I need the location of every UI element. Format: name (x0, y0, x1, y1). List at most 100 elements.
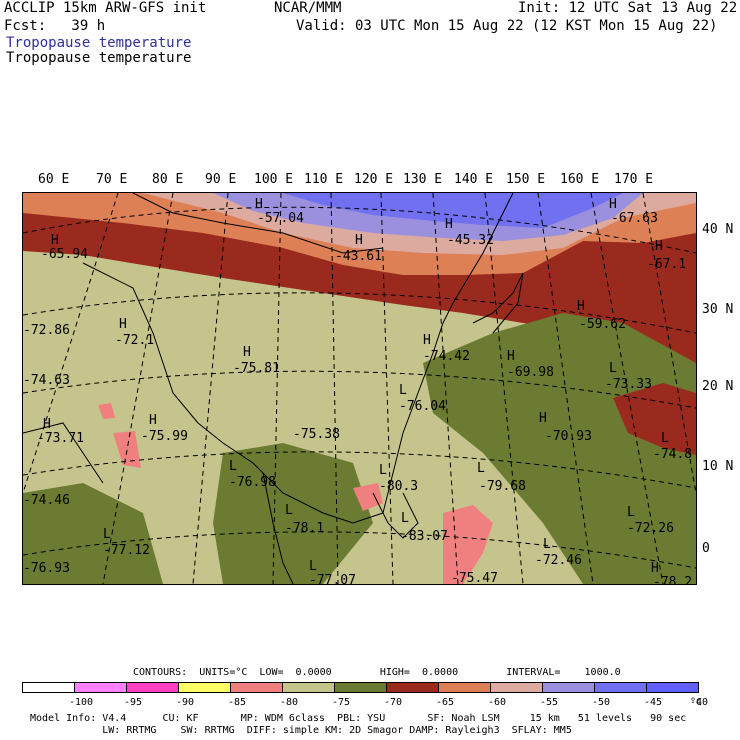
lon-label: 110 E (304, 172, 344, 187)
init-time: Init: 12 UTC Sat 13 Aug 22 (518, 0, 738, 16)
map-symbol: L (309, 559, 317, 574)
map-symbol: H (51, 233, 59, 248)
map-symbol: L (401, 511, 409, 526)
map-panel: H -65.94 H -57.04 H -43.61 H -45.32 H -6… (22, 192, 697, 585)
cold-patch (113, 431, 141, 468)
map-value: -72.26 (627, 521, 674, 536)
map-value: -59.62 (579, 317, 626, 332)
map-symbol: H (43, 417, 51, 432)
colorbar-swatch (22, 682, 75, 693)
map-symbol: H (355, 233, 363, 248)
colorbar-label: -55 (540, 697, 559, 708)
map-value: -75.38 (293, 427, 340, 442)
colorbar-swatch (490, 682, 543, 693)
map-value: -76.98 (229, 475, 276, 490)
graticule (23, 193, 696, 584)
colorbar-label: -40 (690, 697, 709, 708)
colorbar-swatch (74, 682, 127, 693)
map-symbol: H (609, 197, 617, 212)
cold-patch (353, 483, 383, 511)
map-symbol: H (655, 239, 663, 254)
field-title-2: Tropopause temperature (6, 50, 192, 66)
map-symbol: H (119, 317, 127, 332)
map-value: -45.32 (447, 233, 494, 248)
map-symbol: H (255, 197, 263, 212)
map-symbol: L (399, 383, 407, 398)
colorbar-label: -45 (644, 697, 663, 708)
warm-patch (613, 383, 696, 455)
cold-patch (443, 505, 493, 584)
map-value: -74.46 (23, 493, 70, 508)
blue-band (283, 193, 623, 228)
valid-time: Valid: 03 UTC Mon 15 Aug 22 (12 KST Mon … (296, 18, 718, 34)
map-value: -70.93 (545, 429, 592, 444)
colorbar-swatch (542, 682, 595, 693)
colorbar-label: -60 (488, 697, 507, 708)
map-value: -57.04 (257, 211, 304, 226)
lat-label: 0 (702, 541, 710, 556)
colorbar-swatch (334, 682, 387, 693)
lat-label: 20 N (702, 379, 734, 394)
map-symbol: L (543, 537, 551, 552)
lon-label: 140 E (454, 172, 494, 187)
map-symbol: L (379, 463, 387, 478)
map-value: -78.1 (285, 521, 325, 536)
map-value: -73.33 (605, 377, 652, 392)
map-symbol: H (149, 413, 157, 428)
lon-label: 70 E (96, 172, 128, 187)
contour-info: CONTOURS: UNITS=°C LOW= 0.0000 HIGH= 0.0… (133, 667, 621, 678)
colorbar-swatch (594, 682, 647, 693)
colorbar-swatch (438, 682, 491, 693)
map-symbol: H (539, 411, 547, 426)
colorbar-label: -65 (436, 697, 455, 708)
colorbar-unit: °C (690, 697, 703, 708)
model-info-line1: Model Info: V4.4 CU: KF MP: WDM 6class P… (30, 713, 687, 724)
map-value: -72.1 (115, 333, 155, 348)
map-symbol: H (577, 299, 585, 314)
olive-region (23, 483, 163, 584)
map-value: -77.07 (309, 573, 356, 585)
map-symbol: L (285, 503, 293, 518)
map-symbol: H (423, 333, 431, 348)
colorbar-label: -50 (592, 697, 611, 708)
lon-label: 80 E (152, 172, 184, 187)
map-value: -75.47 (451, 571, 498, 585)
map-value: -69.98 (507, 365, 554, 380)
lon-label: 100 E (254, 172, 294, 187)
map-value: -67.63 (611, 211, 658, 226)
lon-label: 60 E (38, 172, 70, 187)
colorbar-swatch (282, 682, 335, 693)
colorbar-swatch (230, 682, 283, 693)
cold-patch (98, 403, 115, 419)
map-symbol: L (229, 459, 237, 474)
map-symbol: L (661, 431, 669, 446)
org-label: NCAR/MMM (274, 0, 342, 16)
map-value: -76.04 (399, 399, 446, 414)
map-symbol: L (627, 505, 635, 520)
olive-region (423, 313, 696, 584)
map-value: -79.68 (479, 479, 526, 494)
olive-region (213, 443, 373, 584)
map-value: -78.2 (653, 575, 693, 585)
map-canvas (23, 193, 696, 584)
lon-label: 170 E (614, 172, 654, 187)
map-value: -43.61 (335, 249, 382, 264)
forecast-hour: Fcst: 39 h (4, 18, 106, 34)
map-value: -83.07 (401, 529, 448, 544)
map-value: -72.46 (535, 553, 582, 568)
colorbar-label: -85 (228, 697, 247, 708)
plateau-region (23, 301, 413, 358)
map-value: -75.99 (141, 429, 188, 444)
lat-label: 30 N (702, 302, 734, 317)
map-symbol: H (445, 217, 453, 232)
colorbar-swatch (178, 682, 231, 693)
lon-label: 120 E (354, 172, 394, 187)
map-value: -73.71 (37, 431, 84, 446)
map-symbol: L (103, 527, 111, 542)
lon-label: 160 E (560, 172, 600, 187)
map-symbol: H (651, 561, 659, 576)
map-value: -76.93 (23, 561, 70, 576)
model-title: ACCLIP 15km ARW-GFS init (4, 0, 207, 16)
colorbar-swatch (646, 682, 699, 693)
colorbar-label: -70 (384, 697, 403, 708)
